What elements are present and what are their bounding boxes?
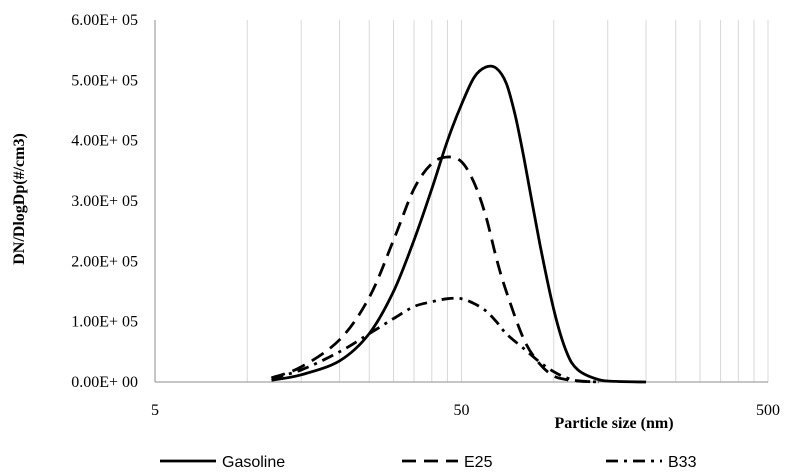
y-tick-label: 6.00E+ 05 bbox=[71, 12, 138, 29]
x-tick-label: 5 bbox=[151, 402, 159, 419]
grid-lines bbox=[154, 20, 769, 382]
legend: Gasoline E25 B33 bbox=[160, 454, 697, 471]
series-lines bbox=[271, 64, 647, 384]
x-tick-label: 50 bbox=[454, 402, 470, 419]
legend-label-gasoline: Gasoline bbox=[222, 454, 285, 471]
x-tick-label: 500 bbox=[756, 402, 780, 419]
series-line-e25 bbox=[271, 155, 599, 384]
series-line-gasoline bbox=[271, 64, 647, 384]
y-tick-label: 3.00E+ 05 bbox=[71, 193, 138, 210]
y-tick-label: 1.00E+ 05 bbox=[71, 314, 138, 331]
axes bbox=[154, 20, 768, 383]
y-tick-label: 4.00E+ 05 bbox=[71, 133, 138, 150]
y-tick-labels: 0.00E+ 00 1.00E+ 05 2.00E+ 05 3.00E+ 05 4.00… bbox=[71, 12, 138, 391]
x-tick-labels: 5 50 500 bbox=[151, 402, 780, 419]
y-axis-title: DN/DlogDp(#/cm3) bbox=[11, 133, 28, 265]
y-tick-label: 5.00E+ 05 bbox=[71, 72, 138, 89]
legend-label-b33: B33 bbox=[668, 454, 697, 471]
y-tick-label: 2.00E+ 05 bbox=[71, 253, 138, 270]
x-axis-title: Particle size (nm) bbox=[554, 415, 673, 432]
series-line-b33 bbox=[271, 296, 599, 384]
y-tick-label: 0.00E+ 00 bbox=[71, 374, 138, 391]
legend-label-e25: E25 bbox=[464, 454, 493, 471]
